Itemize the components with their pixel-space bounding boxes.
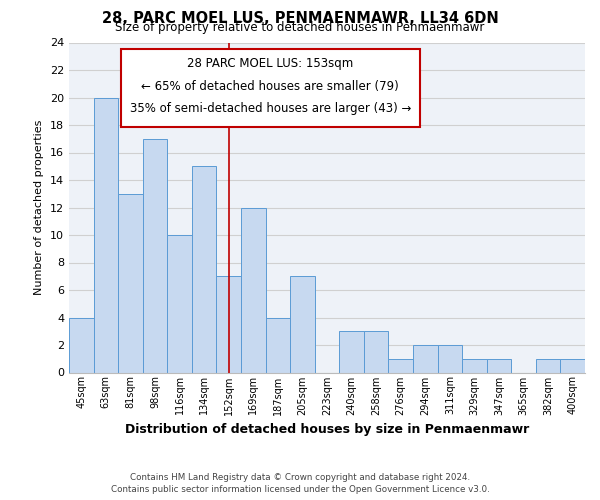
Bar (69, 318, 94, 372)
Text: ← 65% of detached houses are smaller (79): ← 65% of detached houses are smaller (79… (142, 80, 399, 94)
Bar (339, 331, 364, 372)
Y-axis label: Number of detached properties: Number of detached properties (34, 120, 44, 295)
Bar (290, 276, 315, 372)
Bar (487, 359, 511, 372)
Text: Size of property relative to detached houses in Penmaenmawr: Size of property relative to detached ho… (115, 22, 485, 35)
Bar (364, 331, 388, 372)
Bar (462, 359, 487, 372)
Bar (266, 318, 290, 372)
Text: Contains HM Land Registry data © Crown copyright and database right 2024.
Contai: Contains HM Land Registry data © Crown c… (110, 472, 490, 494)
Bar (217, 276, 241, 372)
Bar (192, 166, 217, 372)
Bar (143, 138, 167, 372)
Text: 28 PARC MOEL LUS: 153sqm: 28 PARC MOEL LUS: 153sqm (187, 58, 353, 70)
Bar (413, 345, 437, 372)
FancyBboxPatch shape (121, 49, 420, 126)
Bar (388, 359, 413, 372)
Bar (560, 359, 585, 372)
Text: 35% of semi-detached houses are larger (43) →: 35% of semi-detached houses are larger (… (130, 102, 411, 115)
Text: 28, PARC MOEL LUS, PENMAENMAWR, LL34 6DN: 28, PARC MOEL LUS, PENMAENMAWR, LL34 6DN (101, 11, 499, 26)
Bar (437, 345, 462, 372)
X-axis label: Distribution of detached houses by size in Penmaenmawr: Distribution of detached houses by size … (125, 423, 529, 436)
Bar (118, 194, 143, 372)
Bar (536, 359, 560, 372)
Bar (241, 208, 266, 372)
Bar (167, 235, 192, 372)
Bar (94, 98, 118, 372)
